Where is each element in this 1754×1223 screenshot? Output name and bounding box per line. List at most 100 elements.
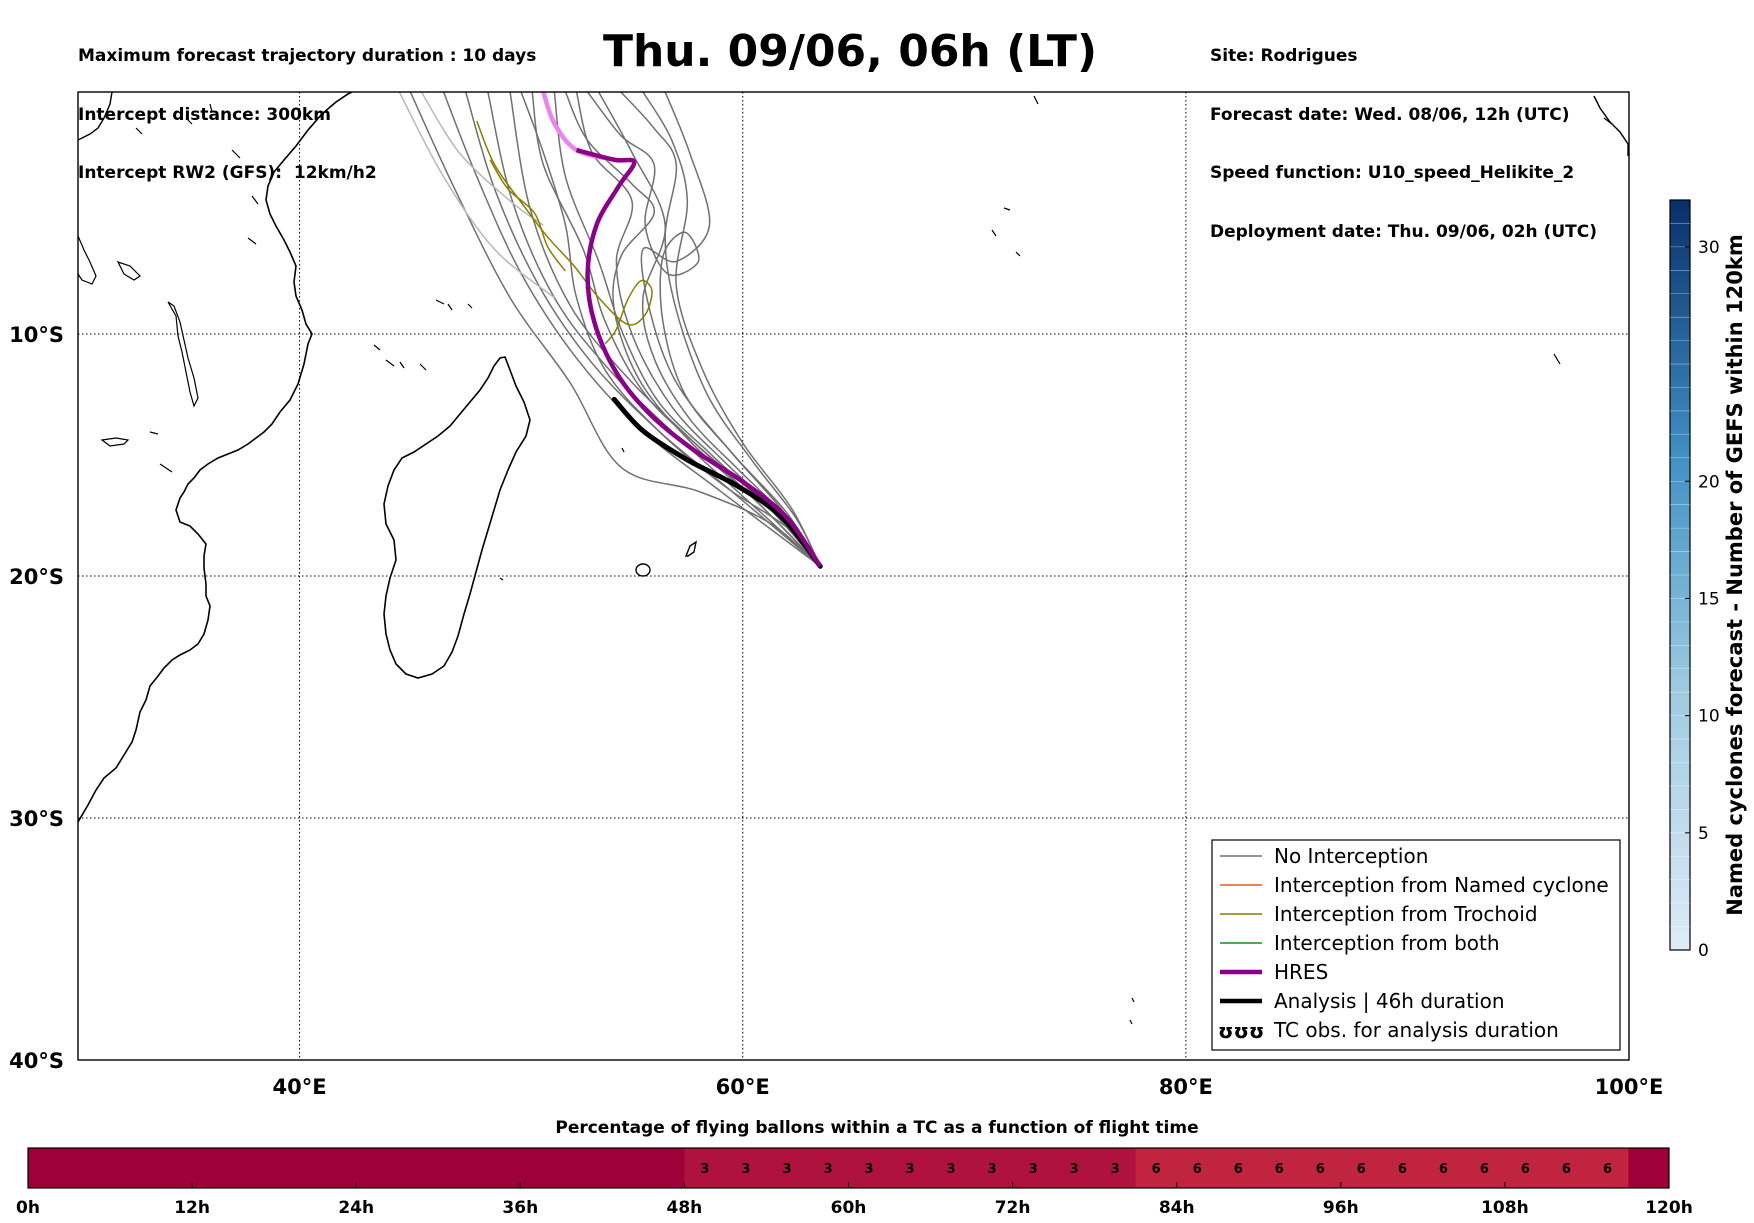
timeline-bin (1258, 1148, 1301, 1188)
timeline-bin-label: 6 (1439, 1162, 1448, 1177)
timeline-bin (1586, 1148, 1629, 1188)
timeline-bin (1381, 1148, 1424, 1188)
ensemble-track (509, 92, 821, 567)
ensemble-track (420, 92, 544, 226)
legend-label: No Interception (1274, 844, 1428, 868)
timeline-tick-label: 12h (174, 1198, 210, 1218)
header-left-line: Maximum forecast trajectory duration : 1… (78, 46, 537, 66)
colorbar-tick-label: 15 (1698, 589, 1720, 609)
header-left-line: Intercept RW2 (GFS): 12km/h2 (78, 163, 377, 183)
y-tick-label: 10°S (9, 323, 64, 347)
header-right-line: Site: Rodrigues (1210, 46, 1358, 66)
lake-small (100, 431, 173, 473)
timeline-tick-label: 72h (995, 1198, 1031, 1218)
map-gridlines (78, 92, 1629, 1060)
map-axis-labels: 40°E 60°E 80°E 100°E 10°S 20°S 30°S 40°S (9, 323, 1663, 1099)
legend-box (1211, 839, 1621, 1051)
lake-malawi (167, 301, 199, 408)
timeline-bin (1422, 1148, 1465, 1188)
timeline-tick-label: 24h (338, 1198, 374, 1218)
island-detail (1603, 117, 1613, 125)
timeline-bin (766, 1148, 808, 1188)
timeline-bin (725, 1148, 767, 1188)
x-tick-label: 60°E (716, 1075, 770, 1099)
timeline-bin-label: 6 (1193, 1162, 1202, 1177)
timeline-bin-label: 6 (1398, 1162, 1407, 1177)
timeline-tick-label: 48h (667, 1198, 703, 1218)
page-title: Thu. 09/06, 06h (LT) (602, 26, 1098, 77)
ensemble-track (575, 92, 821, 567)
timeline-bin-label: 3 (906, 1162, 915, 1177)
timeline-bin-label: 3 (947, 1162, 956, 1177)
sumatra-coast (1593, 95, 1629, 156)
timeline-bin (1463, 1148, 1506, 1188)
ensemble-track (398, 92, 555, 299)
small-islands (499, 95, 1561, 1025)
y-tick-label: 30°S (9, 807, 64, 831)
timeline-bin-label: 3 (1111, 1162, 1120, 1177)
x-tick-label: 100°E (1595, 1075, 1664, 1099)
timeline-bin (930, 1148, 973, 1188)
timeline-tick-label: 96h (1323, 1198, 1359, 1218)
reunion-island (635, 563, 651, 577)
arabia-islands (135, 103, 259, 245)
timeline-bin-label: 6 (1234, 1162, 1243, 1177)
legend-label: Interception from Named cyclone (1274, 873, 1609, 897)
colorbar-tick-label: 30 (1698, 238, 1720, 258)
ensemble-track (465, 92, 821, 567)
timeline-bin-label: 3 (782, 1162, 791, 1177)
comoros (373, 344, 427, 371)
lake-outline (116, 260, 141, 281)
timeline-bin-label: 6 (1357, 1162, 1366, 1177)
ensemble-track (487, 92, 821, 567)
timeline-bin (1012, 1148, 1055, 1188)
timeline-bin-label: 3 (1070, 1162, 1079, 1177)
timeline-bin-label: 6 (1152, 1162, 1161, 1177)
timeline-bin (1135, 1148, 1178, 1188)
legend-label: Analysis | 46h duration (1274, 989, 1505, 1013)
legend-symbol: ʊʊʊ (1218, 1019, 1264, 1043)
x-tick-label: 80°E (1159, 1075, 1213, 1099)
timeline-bin (1545, 1148, 1588, 1188)
timeline-bin-label: 3 (864, 1162, 873, 1177)
map-plot: 40°E 60°E 80°E 100°E 10°S 20°S 30°S 40°S No Int… (9, 91, 1663, 1099)
timeline-bin-label: 6 (1603, 1162, 1612, 1177)
colorbar-tick-label: 5 (1698, 824, 1709, 844)
timeline-tick-label: 84h (1159, 1198, 1195, 1218)
timeline-bin (807, 1148, 849, 1188)
header-right-line: Forecast date: Wed. 08/06, 12h (UTC) (1210, 104, 1570, 125)
seychelles (435, 299, 473, 311)
header-right-line: Speed function: U10_speed_Helikite_2 (1210, 163, 1575, 183)
legend-label: Interception from both (1274, 931, 1500, 955)
timeline-bin (1094, 1148, 1137, 1188)
y-tick-label: 40°S (9, 1049, 64, 1073)
trajectory-tracks (398, 92, 823, 569)
ensemble-track (520, 92, 821, 567)
timeline-bin (1176, 1148, 1219, 1188)
timeline-bin-label: 3 (823, 1162, 832, 1177)
tc-percentage-timeline: Percentage of flying ballons within a TC… (16, 1118, 1693, 1218)
timeline-bin-label: 3 (988, 1162, 997, 1177)
timeline-bin-label: 3 (700, 1162, 709, 1177)
ensemble-track (587, 92, 821, 567)
timeline-tick-label: 108h (1481, 1198, 1529, 1218)
map-legend: No Interception Interception from Named c… (1211, 839, 1621, 1051)
hres-track (575, 147, 823, 568)
timeline-tick-label: 60h (831, 1198, 867, 1218)
arabia-coastline (78, 92, 113, 141)
ensemble-track (489, 159, 567, 272)
madagascar (383, 356, 531, 679)
timeline-bin (889, 1148, 932, 1188)
timeline-bin-label: 6 (1316, 1162, 1325, 1177)
timeline-tick-label: 0h (16, 1198, 40, 1218)
timeline-bin-label: 6 (1480, 1162, 1489, 1177)
header-left-line: Intercept distance: 300km (78, 104, 331, 125)
ensemble-track (620, 92, 821, 567)
timeline-bin (1504, 1148, 1547, 1188)
timeline-bin-label: 6 (1275, 1162, 1284, 1177)
timeline-title: Percentage of flying ballons within a TC… (555, 1118, 1198, 1138)
legend-label: Interception from Trochoid (1274, 902, 1538, 926)
colorbar-tick-label: 10 (1698, 707, 1720, 727)
timeline-bin (848, 1148, 891, 1188)
header-right-line: Deployment date: Thu. 09/06, 02h (UTC) (1210, 221, 1597, 242)
